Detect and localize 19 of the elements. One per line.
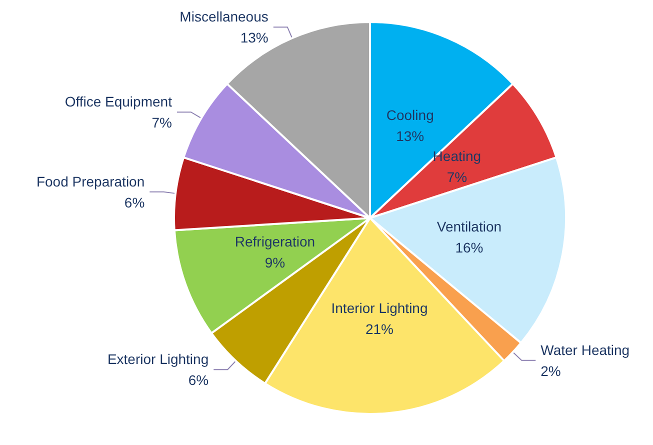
data-label: 13% [396, 128, 424, 144]
data-label: 7% [152, 114, 172, 131]
slice-label: Food Preparation [36, 173, 145, 190]
data-label: 2% [540, 362, 561, 379]
slice-label: Exterior Lighting [107, 351, 209, 368]
slice-label: Water Heating [540, 342, 630, 358]
data-label: 16% [455, 239, 484, 256]
data-label: 6% [124, 194, 145, 210]
data-label: 9% [264, 254, 286, 271]
data-label: 13% [240, 30, 268, 46]
slice-label: Miscellaneous [180, 8, 268, 25]
data-label: 6% [188, 372, 209, 388]
slice-label: Interior Lighting [331, 300, 428, 316]
slice-label: Ventilation [436, 218, 502, 234]
data-label: 21% [365, 321, 394, 338]
slice-label: Office Equipment [64, 94, 172, 110]
slice-label: Cooling [386, 106, 434, 123]
data-label: 7% [446, 169, 468, 186]
slice-label: Refrigeration [234, 234, 316, 250]
